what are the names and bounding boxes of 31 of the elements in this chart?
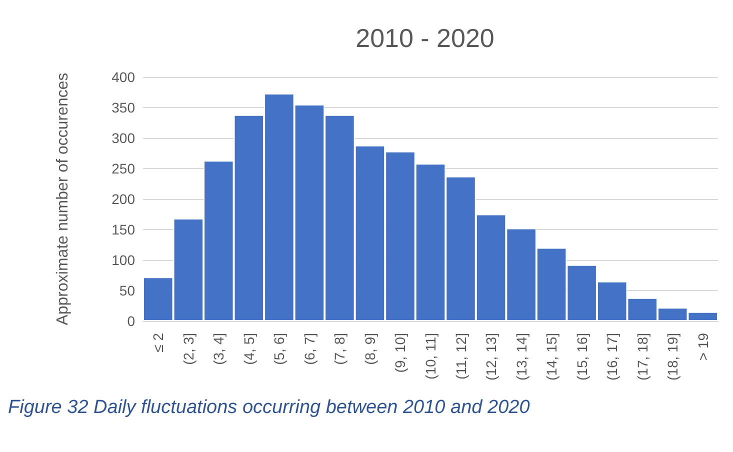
x-tick-label: (3, 4] — [210, 333, 227, 365]
x-tick-label: (4, 5] — [240, 333, 257, 365]
x-tick-label: (5, 6] — [271, 333, 288, 365]
x-tick-label: (2, 3] — [180, 333, 196, 365]
x-tick-label: > 19 — [694, 332, 711, 361]
y-tick-label: 200 — [112, 191, 136, 207]
x-tick-label: (10, 11] — [422, 333, 438, 380]
x-tick-label: ≤ 2 — [150, 332, 166, 352]
chart-title: 2010 - 2020 — [356, 23, 494, 53]
y-tick-label: 300 — [112, 130, 136, 146]
x-tick-label: (11, 12] — [452, 333, 469, 380]
x-tick-label: (13, 14] — [513, 333, 530, 380]
y-tick-label: 400 — [112, 69, 136, 85]
x-tick-label: (7, 8] — [332, 333, 348, 365]
x-tick-label: (17, 18] — [634, 333, 650, 380]
x-tick-label: (16, 17] — [604, 333, 620, 380]
x-tick-label: (9, 10] — [392, 333, 408, 373]
y-tick-label: 50 — [119, 282, 136, 298]
x-tick-label: (8, 9] — [362, 333, 378, 365]
y-tick-label: 0 — [127, 313, 136, 329]
x-tick-label: (12, 13] — [483, 333, 500, 380]
caption: Figure 32 Daily fluctuations occurring between 2010 and 2020 — [8, 397, 530, 418]
x-tick-label: (18, 19] — [664, 333, 681, 380]
x-tick-label: (15, 16] — [574, 333, 590, 380]
y-tick-label: 100 — [112, 252, 136, 268]
x-tick-label: (14, 15] — [544, 333, 560, 380]
y-axis-title: Approximate number of occurences — [54, 72, 72, 326]
y-tick-label: 150 — [112, 222, 136, 238]
y-tick-label: 250 — [112, 160, 136, 176]
y-tick-label: 350 — [112, 100, 136, 116]
x-tick-label: (6, 7] — [301, 333, 318, 365]
